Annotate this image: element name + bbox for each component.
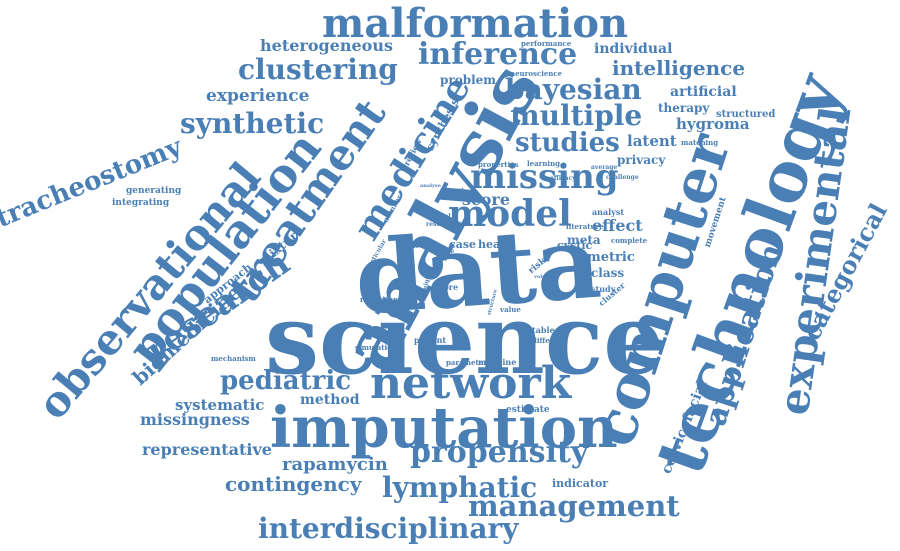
word-machine: machine xyxy=(478,357,517,367)
word-study: study xyxy=(591,284,616,294)
word-different: different xyxy=(532,336,567,345)
word-properties: properties xyxy=(478,160,519,169)
word-inference: inference xyxy=(418,37,578,72)
word-propensity: propensity xyxy=(410,435,589,470)
word-science: science xyxy=(265,283,665,396)
word-malformation: malformation xyxy=(322,0,629,47)
word-synthetic: synthetic xyxy=(180,107,325,140)
word-therapy: therapy xyxy=(658,101,710,115)
word-simulation: simulation xyxy=(355,343,397,352)
word-interdisciplinary: interdisciplinary xyxy=(258,512,519,545)
word-lymphatic: lymphatic xyxy=(382,471,538,504)
word-effect: effect xyxy=(592,216,643,235)
word-imputation: imputation xyxy=(270,395,618,461)
word-management: management xyxy=(468,489,680,523)
word-meta: meta xyxy=(567,233,601,247)
word-bayesian: bayesian xyxy=(505,73,642,106)
word-more: more xyxy=(435,282,459,292)
word-estimate: estimate xyxy=(506,405,550,415)
word-average: average xyxy=(591,164,618,171)
word-generating: generating xyxy=(126,186,182,196)
word-volume: volume xyxy=(534,274,555,280)
word-reduction: reduction xyxy=(360,295,399,304)
word-systematic: systematic xyxy=(175,396,265,414)
word-head: head xyxy=(478,238,508,251)
word-score: score xyxy=(462,190,511,209)
word-neuroscience: neuroscience xyxy=(510,69,563,78)
word-representative: representative xyxy=(142,440,272,459)
word-literature: literature xyxy=(566,222,604,231)
word-structured: structured xyxy=(716,109,776,120)
word-contingency: contingency xyxy=(225,472,362,496)
word-learning: learning xyxy=(527,159,561,168)
word-tracheostomy: tracheostomy xyxy=(0,132,187,234)
word-heterogeneous: heterogeneous xyxy=(260,36,393,55)
word-missing: missing xyxy=(470,157,619,197)
word-privacy: privacy xyxy=(617,153,666,167)
word-made: made xyxy=(436,248,455,255)
word-analyst: analyst xyxy=(592,207,625,217)
word-cystic: cystic xyxy=(557,239,593,252)
word-multiple: multiple xyxy=(510,99,643,132)
word-intelligence: intelligence xyxy=(612,56,746,80)
word-integrating: integrating xyxy=(112,198,170,208)
word-experience: experience xyxy=(206,86,310,106)
word-result: result xyxy=(426,221,446,228)
word-performance: performance xyxy=(521,39,572,48)
word-efficacy: efficacy xyxy=(550,175,576,182)
word-latent: latent xyxy=(627,132,677,150)
word-challenge: challenge xyxy=(606,174,639,181)
word-parameter: parameter xyxy=(446,358,487,367)
word-method: method xyxy=(300,392,360,408)
word-problem: problem xyxy=(440,73,496,87)
word-indicator: indicator xyxy=(552,477,609,490)
word-network: network xyxy=(370,358,572,409)
word-individual: individual xyxy=(594,41,673,57)
word-clustering: clustering xyxy=(238,53,398,86)
word-studies: studies xyxy=(515,128,620,158)
word-based: based xyxy=(402,241,425,250)
word-patient: patient xyxy=(414,335,447,345)
word-matching: matching xyxy=(681,138,719,147)
word-complete: complete xyxy=(611,236,648,245)
word-interest: interest xyxy=(442,187,464,193)
word-model: model xyxy=(448,193,572,235)
word-value: value xyxy=(500,305,521,314)
word-class: class xyxy=(591,266,625,280)
word-missingness: missingness xyxy=(140,410,250,429)
word-case: case xyxy=(449,238,477,251)
word-mechanism: mechanism xyxy=(211,354,256,363)
word-pediatric: pediatric xyxy=(220,366,352,396)
word-analyse: analyse xyxy=(420,183,441,189)
word-rapamycin: rapamycin xyxy=(282,454,388,475)
word-table: table xyxy=(532,325,555,335)
word-clinical: clinical xyxy=(426,213,451,220)
word-metric: metric xyxy=(587,250,635,265)
word-hygroma: hygroma xyxy=(676,115,750,133)
word-artificial: artificial xyxy=(670,84,737,100)
